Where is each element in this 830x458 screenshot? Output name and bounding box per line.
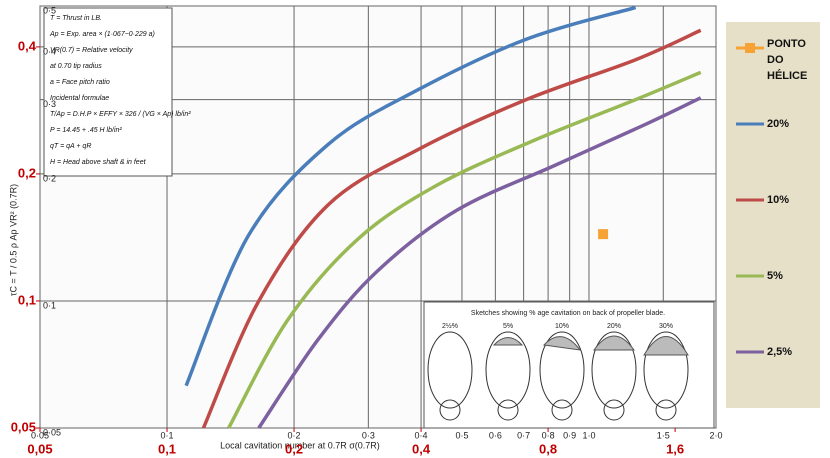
x-tick-label: 0,2	[285, 441, 303, 456]
sketch-panel	[423, 301, 715, 429]
formula-note: T/Ap = D.H.P × EFFY × 326 / (VG × Ap) lb…	[50, 111, 191, 118]
scan-x-tick-label: 1·5	[657, 430, 670, 440]
series-line	[257, 96, 702, 429]
scan-y-tick-label: 0·4	[43, 46, 56, 56]
x-tick-label: 1,6	[666, 441, 684, 456]
sketch-label: 5%	[503, 323, 513, 330]
x-tick-label: 0,1	[158, 441, 176, 456]
formula-note: Ap = Exp. area × (1·067−0·229 a)	[49, 31, 155, 38]
formula-note: a = Face pitch ratio	[50, 79, 110, 86]
scan-x-tick-label: 0·4	[415, 430, 428, 440]
sketch-label: 30%	[659, 323, 673, 330]
series-line	[201, 28, 702, 429]
scan-x-tick-label: 0·2	[288, 430, 301, 440]
scan-y-tick-label: 0·3	[43, 99, 56, 109]
scan-x-tick-label: 0·3	[362, 430, 375, 440]
legend-panel	[726, 22, 820, 408]
formula-box	[43, 7, 173, 177]
sketch-label: 10%	[555, 323, 569, 330]
blade-sketches	[427, 331, 689, 421]
scan-x-tick-label: 0·9	[563, 430, 576, 440]
scan-x-tick-label: 0·1	[161, 430, 174, 440]
sketch-title: Sketches showing % age cavitation on bac…	[471, 310, 665, 317]
x-tick-label: 0,8	[539, 441, 557, 456]
y-tick-label: 0,4	[18, 38, 37, 53]
scan-y-tick-label: 0·5	[43, 5, 56, 15]
point	[598, 229, 609, 240]
x-axis-label: Local cavitation number at 0.7R σ(0.7R)	[220, 440, 380, 450]
scan-x-tick-label: 1·0	[582, 430, 595, 440]
scan-y-tick-label: 0·2	[43, 173, 56, 183]
series-line	[184, 5, 637, 387]
formula-note: P = 14.45 + .45 H lb/in²	[50, 127, 122, 134]
formula-note: T = Thrust in LB.	[50, 15, 102, 22]
formula-note: H = Head above shaft & in feet	[50, 159, 147, 166]
scan-x-tick-label: 2·0	[709, 430, 722, 440]
x-tick-label: 0,05	[27, 441, 52, 456]
formula-note: Incidental formulae	[50, 95, 109, 102]
series-line	[227, 70, 702, 429]
scan-x-tick-label: 0·7	[517, 430, 530, 440]
scan-y-tick-label: 0·1	[43, 300, 56, 310]
scan-x-tick-label: 0·05	[31, 430, 49, 440]
y-axis-label: τC = T / 0.5 ρ Ap VR² (0.7R)	[8, 184, 18, 296]
legend-label: PONTO DO HÉLICE	[767, 38, 807, 82]
legend-label: 20%	[767, 118, 789, 130]
sketch-label: 2½%	[442, 322, 458, 330]
x-tick-label: 0,4	[412, 441, 431, 456]
formula-note: at 0.70 tip radius	[50, 63, 102, 70]
y-tick-label: 0,05	[11, 419, 36, 434]
y-tick-label: 0,2	[18, 165, 36, 180]
legend-label: 10%	[767, 194, 789, 206]
scan-x-tick-label: 0·8	[542, 430, 555, 440]
scan-x-tick-label: 0·6	[489, 430, 502, 440]
formula-note: VR(0.7) = Relative velocity	[50, 47, 133, 54]
scan-y-tick-label: 0·05	[43, 427, 61, 437]
legend-marker	[745, 43, 755, 53]
legend-label: 2,5%	[767, 346, 792, 358]
cavitation-hatching	[492, 335, 689, 356]
y-tick-label: 0,1	[18, 292, 36, 307]
legend-label: 5%	[767, 270, 783, 282]
formula-note: qT = qA + qR	[50, 143, 91, 150]
sketch-label: 20%	[607, 323, 621, 330]
scan-x-tick-label: 0·5	[455, 430, 468, 440]
